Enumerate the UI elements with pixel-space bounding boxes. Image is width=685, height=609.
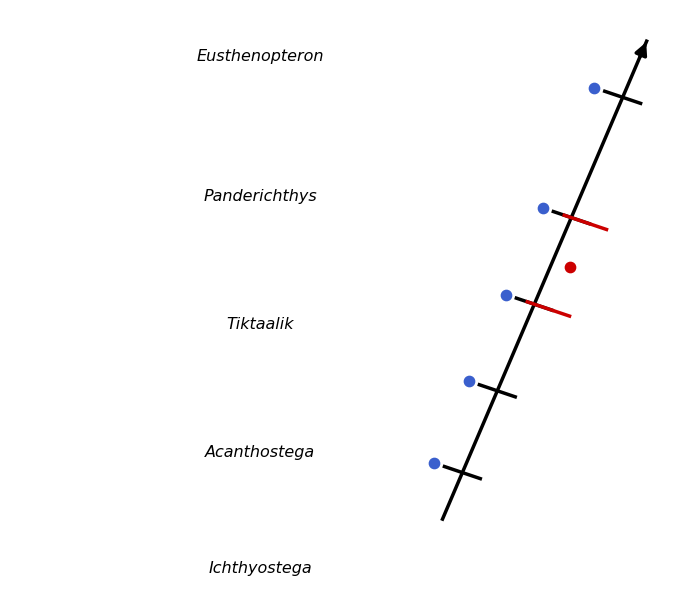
Text: Eusthenopteron: Eusthenopteron: [197, 49, 324, 64]
Point: [537, 203, 548, 213]
Point: [428, 458, 439, 468]
Text: Panderichthys: Panderichthys: [203, 189, 317, 204]
Point: [463, 376, 474, 386]
Text: Ichthyostega: Ichthyostega: [208, 560, 312, 576]
Point: [500, 290, 511, 300]
Text: Tiktaalik: Tiktaalik: [227, 317, 294, 332]
Point: [565, 262, 576, 272]
Text: Acanthostega: Acanthostega: [206, 445, 315, 460]
Point: [588, 83, 599, 93]
